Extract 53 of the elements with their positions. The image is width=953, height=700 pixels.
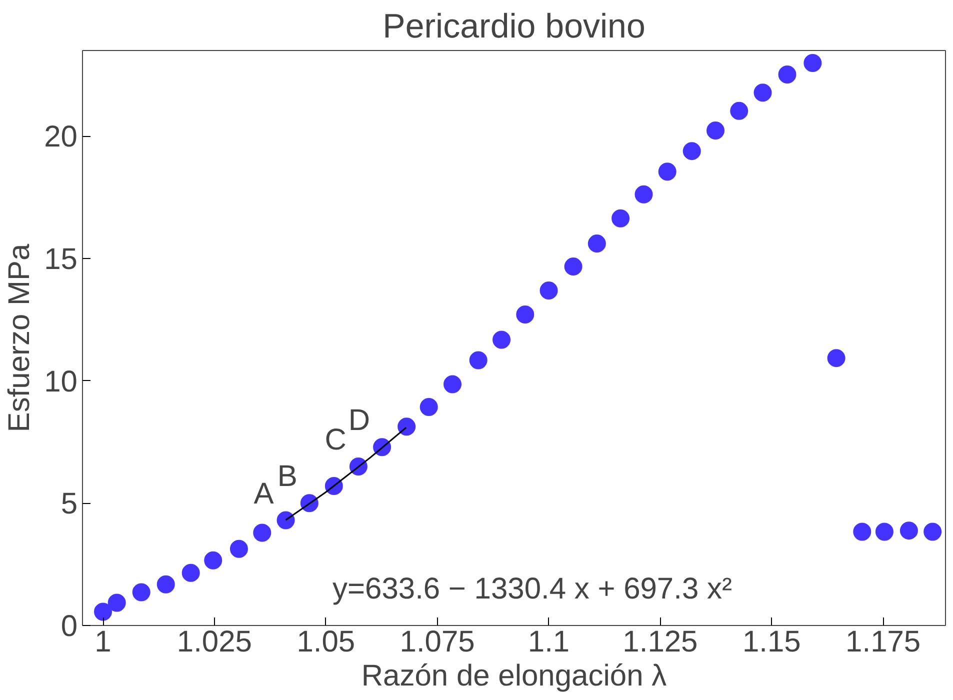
annotation: D [348, 404, 370, 438]
y-axis-title: Esfuerzo MPa [3, 243, 36, 432]
point [612, 209, 630, 228]
point [443, 375, 462, 394]
x-tick-label: 1.15 [742, 626, 801, 658]
x-tick-label: 1.1 [528, 626, 570, 658]
point [108, 594, 126, 612]
annotation: B [277, 460, 298, 494]
point [778, 65, 796, 84]
point [230, 540, 248, 558]
y-tick-label: 10 [44, 365, 78, 398]
point [634, 185, 653, 204]
point [875, 522, 894, 541]
point [730, 102, 748, 120]
point [853, 522, 872, 541]
annotation: C [324, 423, 346, 456]
point [132, 583, 150, 602]
point [516, 306, 534, 324]
y-tick-label: 0 [60, 610, 78, 643]
y-tick-label: 20 [44, 120, 78, 154]
point [420, 398, 438, 416]
x-tick-label: 1.175 [846, 626, 921, 658]
point [900, 522, 918, 540]
point [804, 54, 822, 72]
x-tick-label: 1 [94, 626, 112, 658]
point [492, 330, 511, 349]
point [182, 564, 200, 582]
point [588, 234, 606, 253]
point [276, 511, 295, 530]
point [682, 142, 701, 160]
annotation: A [254, 477, 274, 510]
point [564, 258, 582, 276]
y-tick-label: 15 [44, 242, 78, 276]
point [469, 351, 488, 370]
point [754, 84, 772, 102]
chart-title: Pericardio bovino [382, 8, 646, 46]
point [253, 524, 272, 542]
x-tick-label: 1.025 [176, 626, 252, 658]
x-axis-title: Razón de elongación λ [361, 660, 667, 692]
point [658, 162, 676, 181]
annotation: y=633.6 − 1330.4 x + 697.3 x² [332, 572, 732, 606]
point [827, 349, 846, 368]
y-tick-label: 5 [60, 488, 78, 521]
point [540, 282, 558, 300]
point [706, 122, 724, 140]
point [94, 602, 112, 621]
point [924, 522, 942, 541]
x-tick-label: 1.125 [622, 626, 698, 658]
x-tick-label: 1.05 [296, 626, 356, 658]
point [398, 418, 416, 436]
x-tick-label: 1.075 [400, 626, 475, 658]
point [204, 551, 222, 570]
point [156, 575, 175, 594]
